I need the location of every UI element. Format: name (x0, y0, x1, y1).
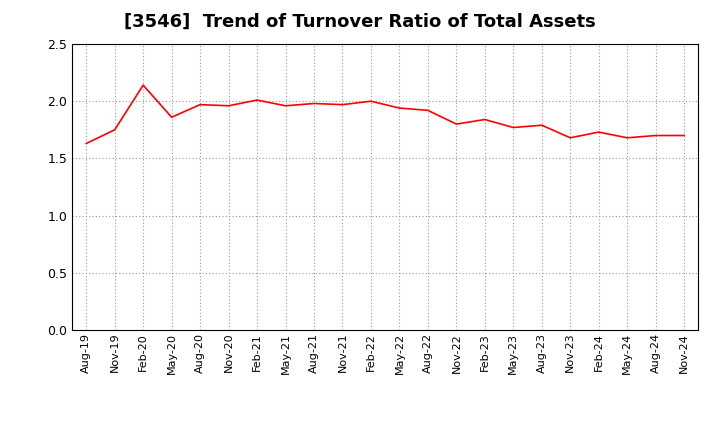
Text: [3546]  Trend of Turnover Ratio of Total Assets: [3546] Trend of Turnover Ratio of Total … (124, 13, 596, 31)
